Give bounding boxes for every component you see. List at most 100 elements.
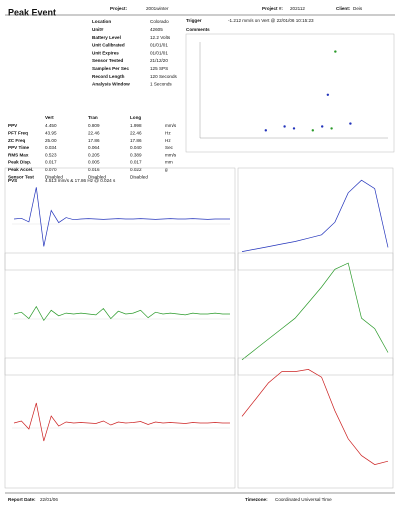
table-cell: Hz [165,131,171,136]
table-cell: 0.022 [130,167,142,172]
info-label: Unit Expires [92,50,119,55]
value: 4.513 mm/s & 17.86 Hz @ 0.024 s [45,178,116,183]
value: -1.212 mm/s on Vert @ 22/01/06 10:15:23 [228,18,314,23]
label: Comments [186,27,210,32]
table-cell: PPV Time [8,145,30,150]
table-cell: 1.998 [130,123,142,128]
table-cell: Sensor Test [8,174,34,179]
point [292,127,296,130]
table-cell: 0.034 [45,145,57,150]
point [330,127,333,130]
info-label: Unit# [92,27,104,32]
info-value: 125 SPS [150,66,168,71]
info-value: Colorado [150,19,169,24]
info-label: Analysis Window [92,82,130,87]
table-cell: PFT Freq [8,131,28,136]
label: Project #: [262,6,283,11]
panel [237,357,394,489]
point [334,50,337,53]
info-value: 1 Seconds [150,82,172,87]
table-cell: RMS Max [8,152,29,157]
table-cell: Peak Accel. [8,167,33,172]
value: Coordinated Universal Time [275,497,332,502]
point [264,129,267,132]
panel [4,167,236,271]
table-cell: 0.070 [45,167,57,172]
waveform [13,305,230,322]
table-cell: Peak Disp. [8,160,31,165]
table-cell: 43.95 [45,131,57,136]
point [349,122,352,125]
waveform [13,402,230,442]
info-value: 42605 [150,27,163,32]
value: 22/01/06 [40,497,58,502]
table-cell: 0.040 [130,145,142,150]
table-header: Tran [88,115,98,120]
point [283,125,286,128]
spectrum [241,262,389,361]
table-cell: Hz [165,138,171,143]
table-cell: 0.064 [88,145,100,150]
table-cell: 4.450 [45,123,57,128]
table-header: Vert [45,115,54,120]
table-cell: 0.205 [88,152,100,157]
point [311,129,314,132]
table-cell: Disabled [130,174,148,179]
table-cell: 22.46 [130,131,142,136]
info-label: Record Length [92,74,125,79]
info-value: 01/01/01 [150,50,168,55]
table-cell: g [165,167,168,172]
spectrum [241,179,389,252]
table-cell: mm/s [165,123,177,128]
table-cell: 0.016 [88,167,100,172]
info-label: Sensor Tested [92,58,124,63]
value: Deis [353,6,363,11]
value: 2001winter [146,6,169,11]
info-value: 01/01/01 [150,43,168,48]
info-value: 21/12/20 [150,58,168,63]
table-cell: 17.86 [88,138,100,143]
table-cell: 0.005 [88,160,100,165]
info-label: Samples Per Sec [92,66,129,71]
table-cell: PPV [8,123,18,128]
table-cell: mm/s [165,152,177,157]
panel [237,167,394,271]
table-cell: 22.46 [88,131,100,136]
table-cell: 17.86 [130,138,142,143]
table-cell: Sec [165,145,174,150]
info-label: Location [92,19,111,24]
spectrum [241,369,389,465]
table-cell: 0.017 [45,160,57,165]
info-value: 120 Seconds [150,74,178,79]
table-cell: Disabled [45,174,63,179]
panel [4,357,236,489]
table-cell: mm [165,160,173,165]
table-cell: Disabled [88,174,106,179]
label: Report Date: [8,497,36,502]
label: Client: [336,6,351,11]
label: Trigger [186,18,202,23]
value: 202112 [290,6,305,11]
point [321,125,324,128]
table-cell: 0.523 [45,152,57,157]
info-value: 12.2 Volts [150,35,171,40]
table-cell: 0.017 [130,160,142,165]
label: PVS [8,178,17,183]
table-cell: ZC Freq [8,138,26,143]
comments-box [185,33,395,153]
label: Project: [110,6,128,11]
panel [4,252,236,376]
info-label: Unit Calibrated [92,43,125,48]
info-label: Battery Level [92,35,121,40]
table-cell: 25.00 [45,138,57,143]
waveform [13,187,230,247]
table-cell: 0.389 [130,152,142,157]
title: Peak Event [8,7,56,17]
label: Timezone: [245,497,268,502]
table-cell: 0.809 [88,123,100,128]
point [326,93,330,97]
panel [237,252,394,376]
table-header: Long [130,115,141,120]
